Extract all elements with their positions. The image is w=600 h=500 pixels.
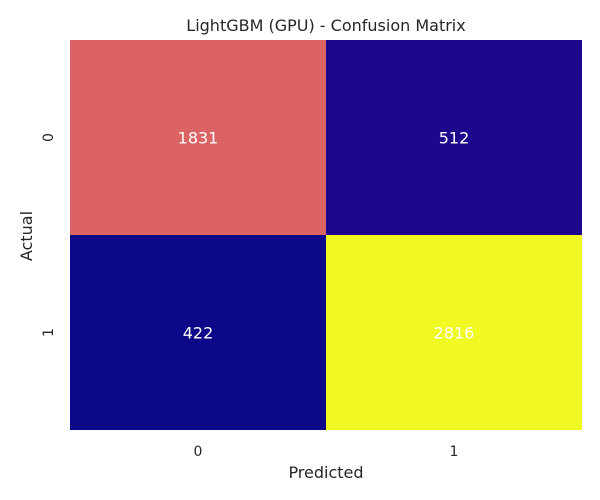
y-axis-label: Actual (17, 211, 36, 261)
cell-value-label-0-1: 512 (439, 129, 470, 148)
x-tick-label-1: 1 (450, 444, 459, 460)
y-tick-label-1: 1 (41, 328, 57, 337)
heatmap-cells: 1831 512 422 2816 (70, 40, 582, 430)
chart-title: LightGBM (GPU) - Confusion Matrix (186, 16, 465, 35)
y-tick-label-0: 0 (41, 133, 57, 142)
x-tick-label-0: 0 (194, 444, 203, 460)
heatmap-cell-0-0 (70, 40, 326, 235)
cell-value-label-1-1: 2816 (434, 324, 475, 343)
heatmap-cell-0-1 (326, 40, 582, 235)
heatmap-cell-1-0 (70, 235, 326, 430)
cell-value-label-0-0: 1831 (178, 129, 219, 148)
cell-value-label-1-0: 422 (183, 324, 214, 343)
x-axis-label: Predicted (288, 463, 363, 482)
y-tick-labels: 01 (41, 133, 57, 337)
heatmap-cell-1-1 (326, 235, 582, 430)
